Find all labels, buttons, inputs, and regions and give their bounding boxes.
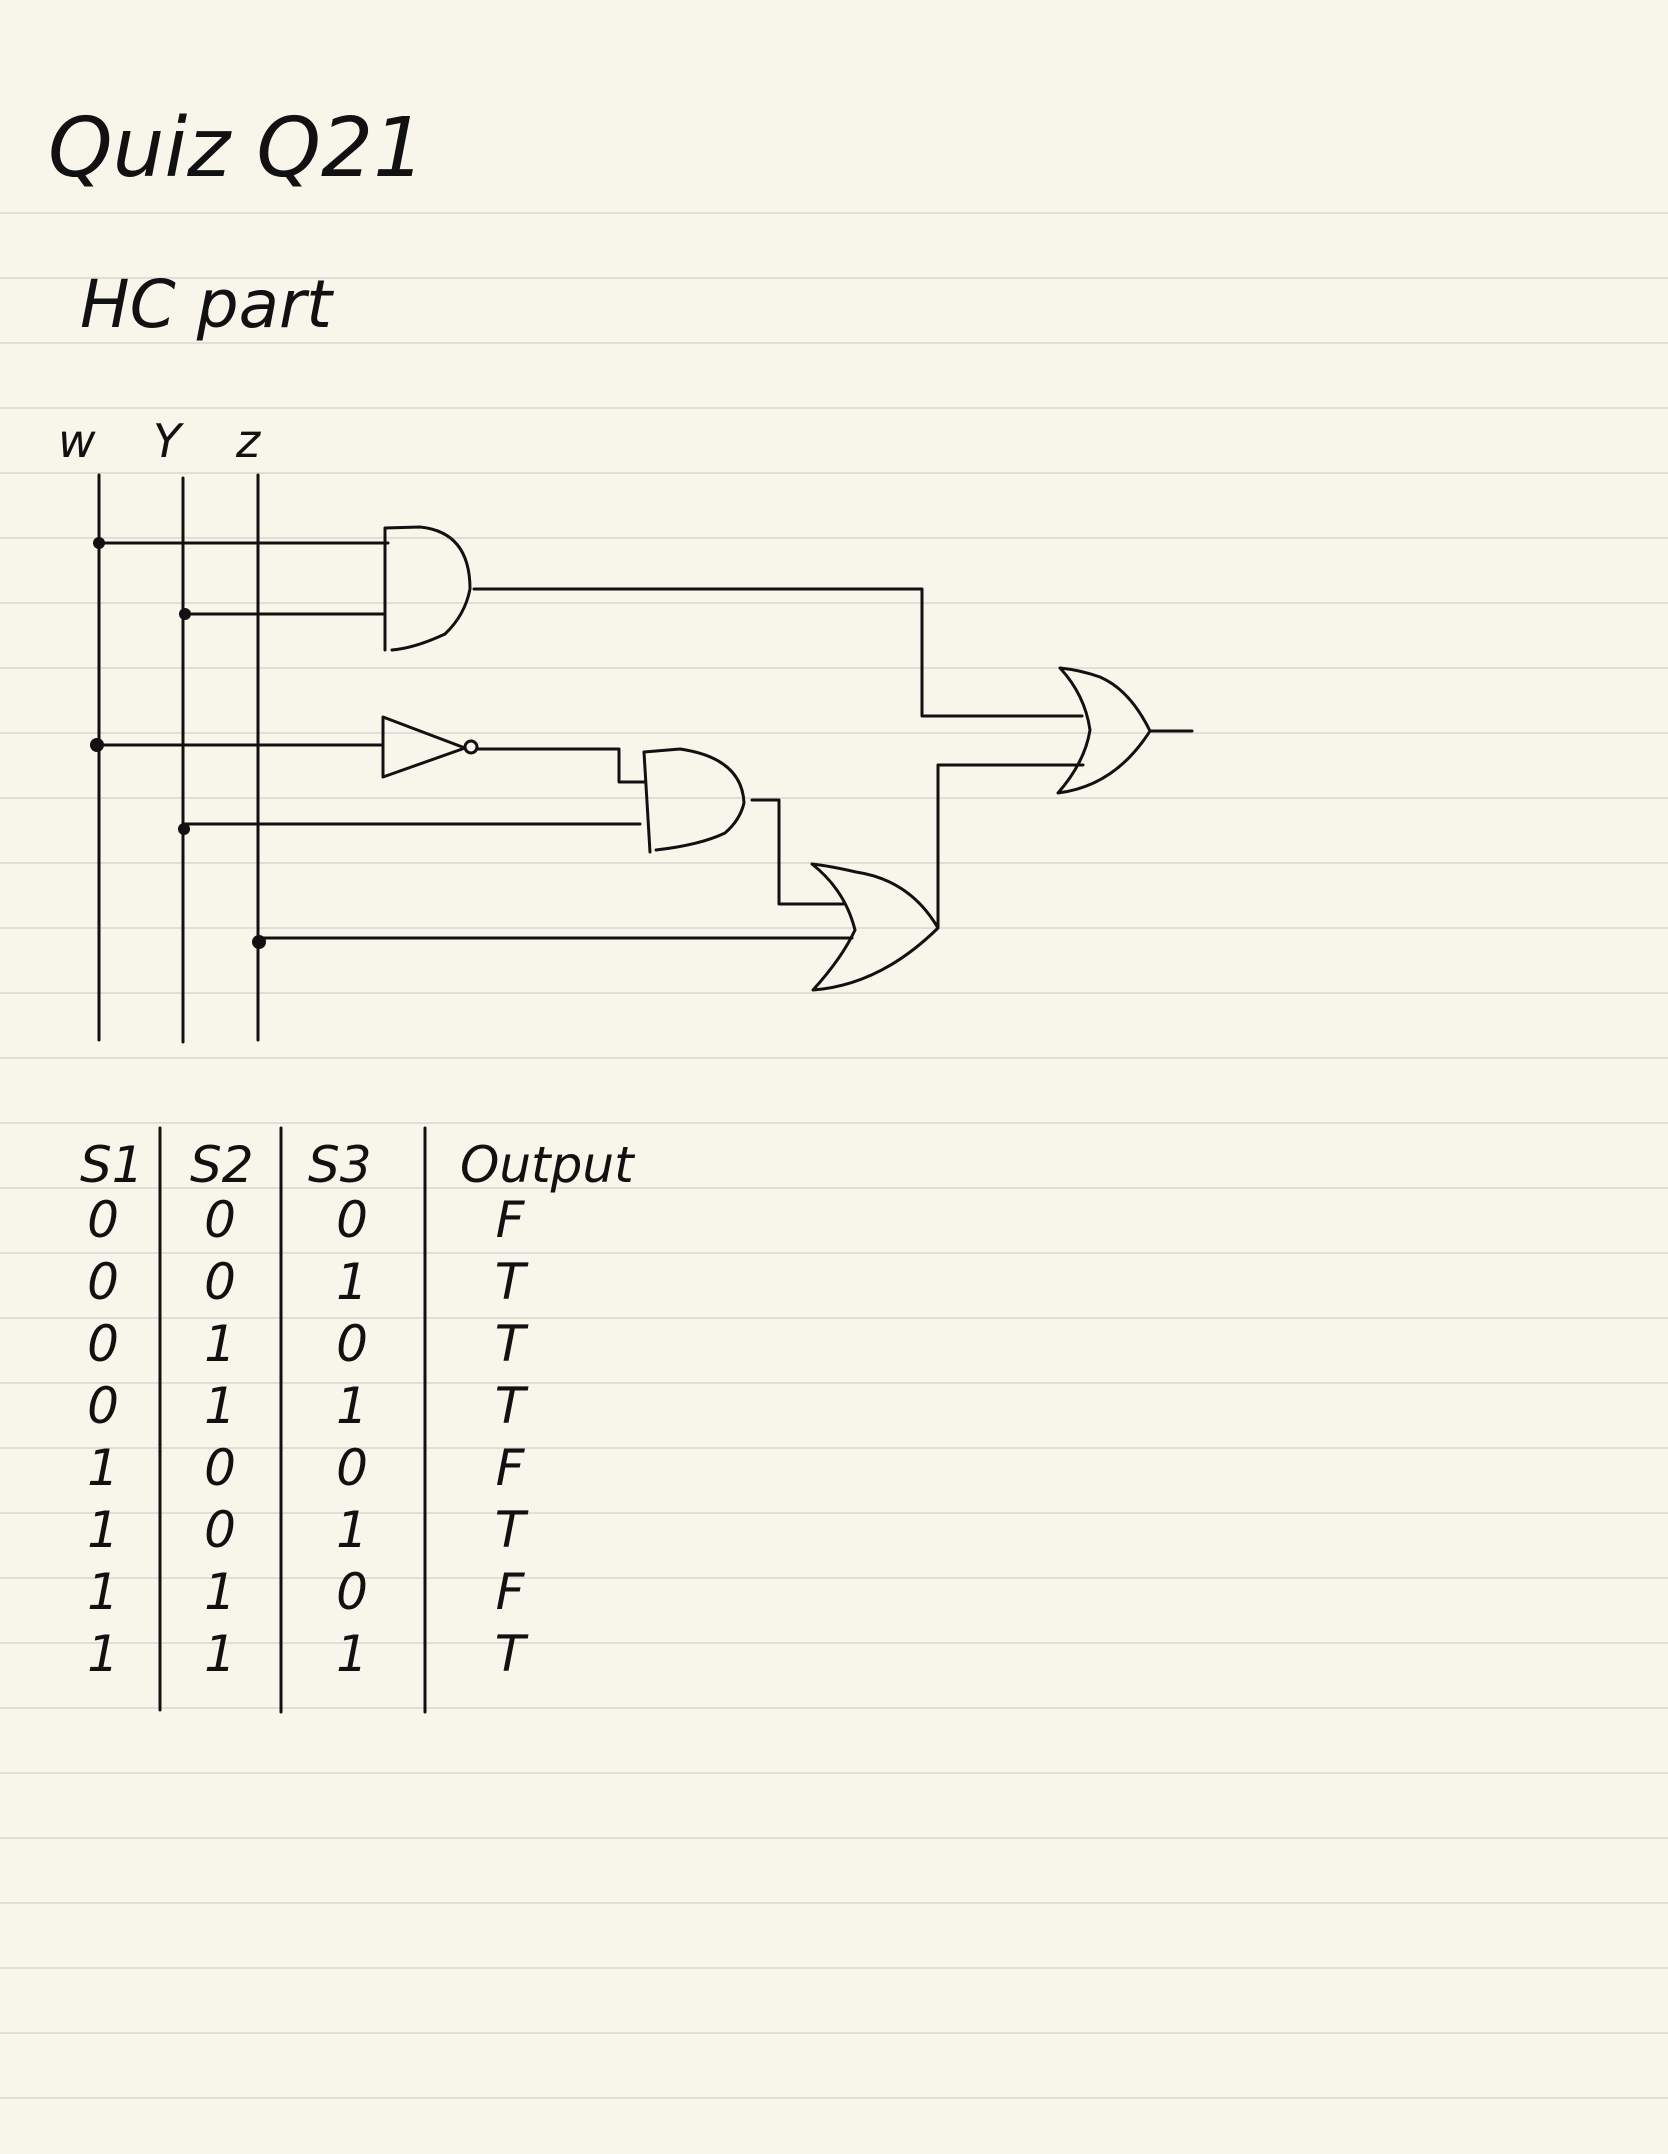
not-gate <box>381 715 467 779</box>
table-cell-s3: 1 <box>336 1501 368 1559</box>
table-cell-s1: 1 <box>87 1501 119 1559</box>
table-cell-s1: 1 <box>87 1563 119 1621</box>
table-cell-s3: 1 <box>336 1253 368 1311</box>
table-cell-output: T <box>494 1253 526 1311</box>
wire-and1-to-or2 <box>472 587 1084 718</box>
wire-and2-to-or1 <box>750 798 845 906</box>
logic-circuit <box>90 473 1194 1044</box>
table-header-s3: S3 <box>308 1136 372 1194</box>
table-cell-s1: 0 <box>87 1315 119 1373</box>
and-gate-1 <box>383 525 472 652</box>
table-cell-s2: 1 <box>204 1563 236 1621</box>
table-cell-output: F <box>495 1563 525 1621</box>
table-cell-s2: 1 <box>204 1315 236 1373</box>
input-label-w: w <box>58 414 96 468</box>
table-cell-s3: 0 <box>336 1191 368 1249</box>
ruled-lines <box>0 212 1668 2099</box>
table-cell-s1: 1 <box>87 1439 119 1497</box>
table-cell-output: F <box>495 1439 525 1497</box>
page-title: Quiz Q21 <box>48 101 426 196</box>
input-label-y: Y <box>153 414 182 468</box>
table-cell-output: F <box>495 1191 525 1249</box>
wire-not-to-and2 <box>475 747 647 784</box>
or-gate-1 <box>810 862 940 992</box>
or-gate-2 <box>1056 666 1152 795</box>
table-cell-s2: 0 <box>204 1501 236 1559</box>
table-cell-s2: 1 <box>204 1625 236 1683</box>
table-cell-s1: 0 <box>87 1191 119 1249</box>
table-cell-s2: 0 <box>204 1191 236 1249</box>
truth-table-dividers <box>158 1126 427 1714</box>
table-cell-s3: 0 <box>336 1563 368 1621</box>
not-gate-bubble <box>463 739 479 755</box>
table-cell-s2: 1 <box>204 1377 236 1435</box>
table-cell-output: T <box>494 1625 526 1683</box>
table-cell-s1: 1 <box>87 1625 119 1683</box>
table-header-s1: S1 <box>80 1136 144 1194</box>
and-gate-2 <box>642 747 746 854</box>
table-cell-s3: 1 <box>336 1625 368 1683</box>
junction-y-and2 <box>178 823 190 835</box>
table-header-output: Output <box>460 1136 634 1194</box>
table-cell-output: T <box>494 1377 526 1435</box>
table-cell-s1: 0 <box>87 1377 119 1435</box>
page-subtitle: HC part <box>80 266 333 343</box>
table-cell-s2: 0 <box>204 1253 236 1311</box>
table-cell-s3: 0 <box>336 1439 368 1497</box>
table-cell-s2: 0 <box>204 1439 236 1497</box>
input-label-z: z <box>236 414 261 468</box>
table-header-s2: S2 <box>190 1136 254 1194</box>
table-cell-s1: 0 <box>87 1253 119 1311</box>
wire-or1-to-or2 <box>936 763 1085 929</box>
table-cell-s3: 0 <box>336 1315 368 1373</box>
table-cell-output: T <box>494 1501 526 1559</box>
table-cell-s3: 1 <box>336 1377 368 1435</box>
table-cell-output: T <box>494 1315 526 1373</box>
